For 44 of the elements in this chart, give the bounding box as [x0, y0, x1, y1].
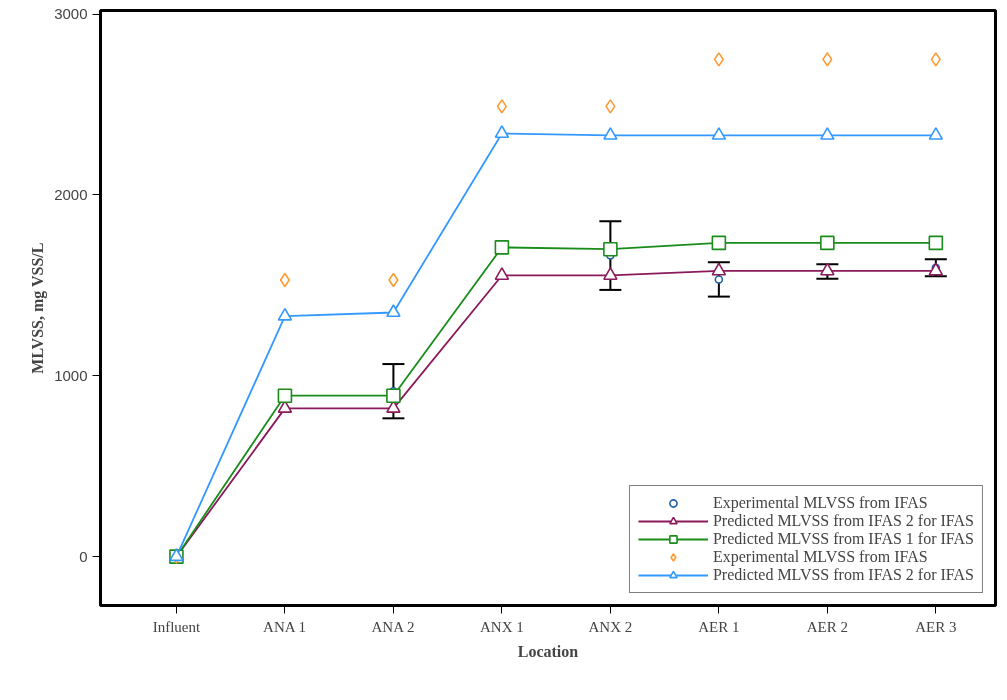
y-tick-label: 3000	[54, 5, 88, 23]
legend-label: Predicted MLVSS from IFAS 2 for IFAS	[712, 512, 974, 530]
legend-label: Experimental MLVSS from IFAS	[712, 494, 928, 512]
y-tick-label: 1000	[54, 366, 88, 384]
point	[930, 52, 941, 67]
y-axis-title: MLVSS, mg VSS/L	[29, 242, 48, 374]
point	[386, 304, 401, 318]
point	[494, 240, 510, 255]
point	[928, 126, 944, 140]
point	[603, 267, 618, 280]
point	[605, 99, 616, 114]
x-axis-title: Location	[517, 642, 579, 660]
x-tick-label: ANA 1	[263, 618, 306, 635]
point	[494, 125, 510, 139]
point	[277, 307, 293, 321]
x-tick-label: AER 1	[698, 618, 740, 635]
point	[928, 235, 944, 251]
point	[279, 272, 291, 288]
legend-label: Predicted MLVSS from IFAS 2 for IFAS	[712, 566, 974, 584]
point	[822, 52, 833, 67]
point	[711, 235, 727, 251]
x-tick-label: ANX 1	[480, 618, 524, 635]
point	[603, 241, 618, 257]
x-tick-label: AER 2	[806, 618, 848, 635]
x-tick-label: AER 3	[915, 618, 957, 635]
point	[711, 126, 727, 140]
point	[496, 99, 508, 114]
y-tick-label: 0	[79, 547, 88, 565]
point	[820, 126, 835, 140]
point	[603, 126, 618, 140]
point	[277, 388, 293, 404]
x-tick-label: Influent	[152, 618, 202, 635]
x-tick-label: ANX 2	[588, 618, 633, 635]
legend-label: Predicted MLVSS from IFAS 1 for IFAS	[712, 530, 974, 548]
y-tick-label: 2000	[54, 185, 88, 203]
point	[386, 388, 401, 404]
x-tick-label: ANA 2	[371, 618, 415, 635]
point	[714, 275, 724, 284]
point	[713, 52, 724, 67]
point	[820, 235, 835, 251]
point	[494, 267, 510, 280]
point	[711, 262, 727, 276]
legend-label: Experimental MLVSS from IFAS	[712, 548, 928, 566]
point	[820, 262, 835, 276]
